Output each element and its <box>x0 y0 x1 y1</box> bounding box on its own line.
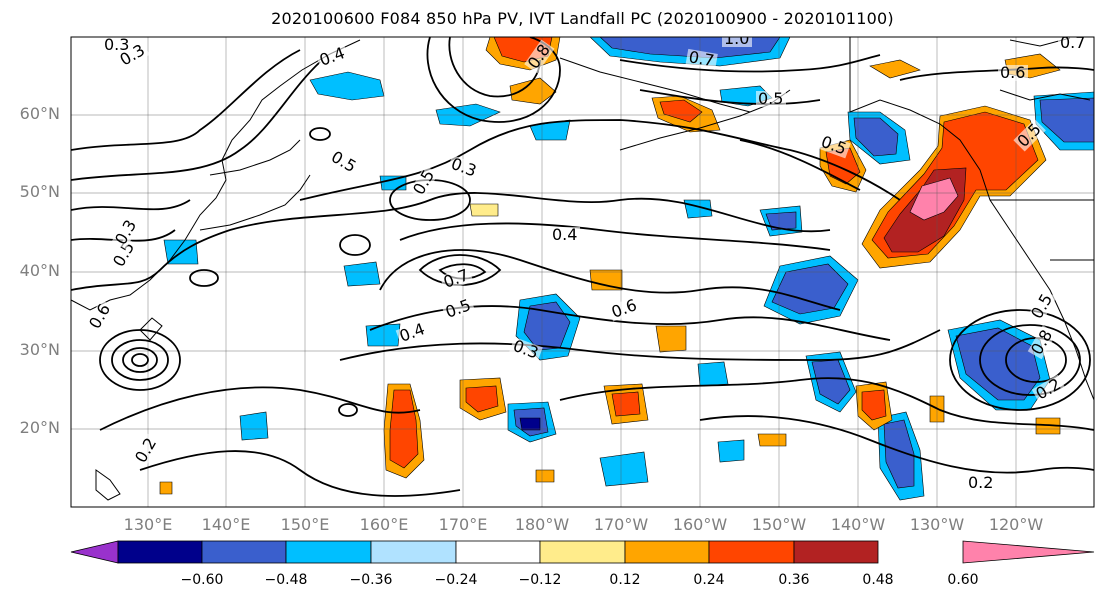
contour-label-bg <box>817 133 851 159</box>
colorbar-swatch <box>539 540 626 564</box>
contour-label-bg <box>131 433 161 468</box>
gridlines <box>71 37 1094 507</box>
contour-label-bg <box>85 299 115 334</box>
contour-label: 0.3 <box>104 35 129 54</box>
lat-label-50n: 50°N <box>19 182 60 201</box>
colorbar-swatch <box>708 540 795 564</box>
contour-label-bg <box>1058 37 1088 51</box>
contour-label: 0.4 <box>552 225 577 244</box>
lat-label-20n: 20°N <box>19 418 60 437</box>
map-frame <box>70 36 1095 508</box>
lat-label-60n: 60°N <box>19 104 60 123</box>
colorbar-extend-high <box>962 540 1095 564</box>
colorbar-swatch <box>624 540 710 564</box>
colorbar-swatch <box>201 540 287 564</box>
contour-label-bg <box>409 165 439 200</box>
contour-label-bg <box>315 44 350 70</box>
contour-label-bg <box>1031 374 1066 404</box>
lon-label-150e: 150°E <box>280 515 330 534</box>
contour-label-bg <box>115 40 150 70</box>
lon-label-170w: 170°W <box>593 515 649 534</box>
map-panel: 0.30.3 0.4 0.81.00.70.50.60.70.50.5 0.30.50… <box>71 29 1094 507</box>
contour-label: 0.6 <box>1000 63 1025 82</box>
colorbar <box>70 540 1095 564</box>
contour-label-bg <box>441 296 476 322</box>
colorbar-extend-low <box>70 540 119 564</box>
contour-label-bg <box>966 475 996 491</box>
contour-label-bg <box>109 237 139 272</box>
colorbar-swatch <box>285 540 372 564</box>
contour-label: 0.5 <box>758 89 783 108</box>
lon-label-170e: 170°E <box>438 515 488 534</box>
contour-label-bg <box>607 296 642 322</box>
lon-label-180w: 180°W <box>514 515 570 534</box>
lon-label-120w: 120°W <box>988 515 1044 534</box>
colorbar-tick-label: 0.48 <box>862 572 894 588</box>
contour-label: 0.2 <box>968 473 993 492</box>
map-title: 2020100600 F084 850 hPa PV, IVT Landfall… <box>271 9 894 28</box>
contour-label-bg <box>1027 325 1057 360</box>
colorbar-tick-label: 0.60 <box>947 572 979 588</box>
colorbar-tick-label: −0.24 <box>434 572 478 588</box>
contour-label-bg <box>447 155 481 181</box>
contour-label: 0.7 <box>1060 33 1085 52</box>
contour-label-bg <box>998 65 1028 81</box>
lon-label-160e: 160°E <box>359 515 409 534</box>
contour-label: 1.0 <box>724 29 749 48</box>
contour-label-bg <box>111 215 141 250</box>
contour-label: 0.7 <box>687 47 715 70</box>
lat-label-30n: 30°N <box>19 340 60 359</box>
lon-label-140w: 140°W <box>830 515 886 534</box>
colorbar-tick-label: 0.36 <box>778 572 810 588</box>
lon-label-140e: 140°E <box>201 515 251 534</box>
contour-label-bg <box>524 39 555 74</box>
contour-label-bg <box>685 48 718 70</box>
lat-label-40n: 40°N <box>19 261 60 280</box>
contour-label-bg <box>722 37 752 47</box>
lon-label-130w: 130°W <box>909 515 965 534</box>
colorbar-tick-label: 0.24 <box>693 572 725 588</box>
contour-label-bg <box>102 37 132 53</box>
colorbar-swatch <box>117 540 203 564</box>
lon-label-150w: 150°W <box>751 515 807 534</box>
contour-label-bg <box>1013 119 1046 152</box>
pv-shading <box>159 37 1094 501</box>
lon-label-130e: 130°E <box>123 515 173 534</box>
contour-label-bg <box>756 91 786 107</box>
contour-label-bg <box>509 337 543 363</box>
colorbar-swatch <box>455 540 541 564</box>
colorbar-tick-label: −0.60 <box>180 572 224 588</box>
contour-label-bg <box>395 320 430 346</box>
lon-label-160w: 160°W <box>672 515 728 534</box>
pv-contours <box>71 37 1094 497</box>
contour-label-bg <box>550 227 580 243</box>
contour-label-bg <box>1027 289 1057 324</box>
colorbar-tick-label: −0.48 <box>264 572 308 588</box>
contour-label-bg <box>439 266 474 292</box>
contour-label-bg <box>326 147 361 177</box>
colorbar-swatch <box>793 540 879 564</box>
colorbar-tick-label: 0.12 <box>609 572 641 588</box>
colorbar-tick-label: −0.12 <box>518 572 562 588</box>
colorbar-tick-label: −0.36 <box>349 572 393 588</box>
colorbar-swatch <box>370 540 457 564</box>
